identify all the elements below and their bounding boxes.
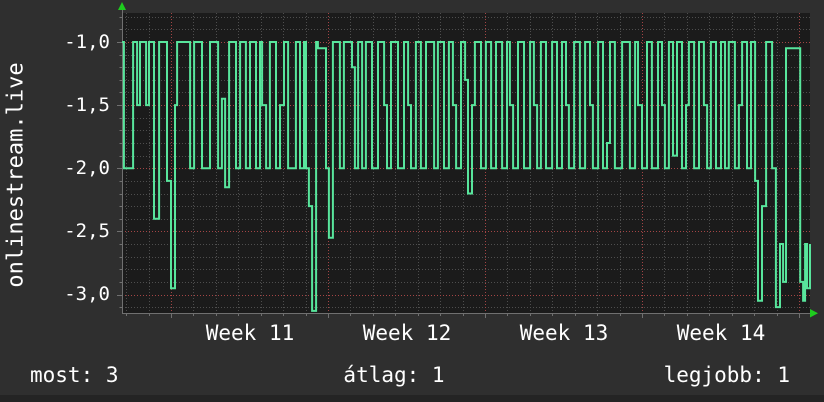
x-tick-label-week-11: Week 11 — [205, 321, 295, 345]
y-tick-label: -1,5 — [64, 94, 110, 116]
axis-arrow-up-icon — [118, 2, 126, 10]
x-tick-label-week-13: Week 13 — [519, 321, 609, 345]
y-tick-label: -2,0 — [64, 157, 110, 179]
footer-strip — [0, 395, 824, 402]
y-tick-label: -2,5 — [64, 220, 110, 242]
stat-current: most: 3 — [30, 363, 119, 387]
x-tick-label-week-14: Week 14 — [676, 321, 766, 345]
stat-best: legjobb: 1 — [663, 363, 790, 387]
axis-arrow-right-icon — [810, 309, 818, 318]
y-tick-label: -1,0 — [64, 31, 110, 53]
data-series-line — [122, 41, 811, 312]
x-tick-label-week-12: Week 12 — [362, 321, 452, 345]
y-tick-label: -3,0 — [64, 283, 110, 305]
stat-average: átlag: 1 — [343, 363, 445, 387]
axes — [117, 5, 817, 318]
